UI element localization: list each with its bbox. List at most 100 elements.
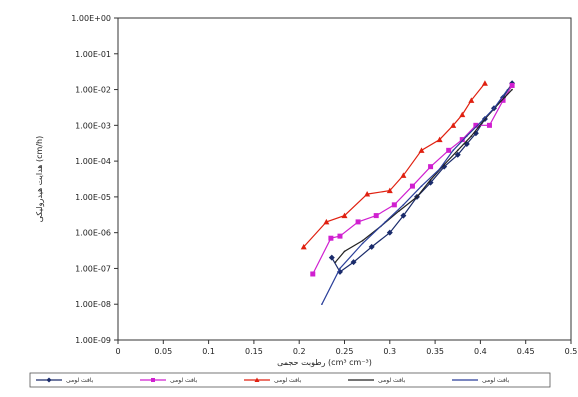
data-point — [456, 149, 459, 152]
data-point — [328, 254, 335, 261]
legend-label: بافت لومی — [170, 377, 198, 384]
x-tick-label: 0.15 — [245, 347, 263, 356]
x-tick-label: 0 — [115, 347, 120, 356]
data-point — [509, 82, 515, 88]
series-5 — [321, 88, 509, 306]
data-point — [384, 221, 387, 223]
y-tick-label: 1.00E-02 — [75, 86, 111, 95]
y-tick-label: 1.00E-05 — [75, 193, 111, 202]
data-point — [341, 212, 348, 219]
data-point — [343, 250, 346, 253]
y-tick-label: 1.00E-07 — [75, 264, 111, 273]
data-point — [409, 183, 415, 189]
data-point — [339, 267, 341, 270]
data-point — [454, 151, 461, 158]
data-point — [466, 135, 468, 137]
y-tick-label: 1.00E-04 — [75, 157, 111, 166]
y-tick-label: 1.00E+00 — [71, 14, 111, 23]
data-point — [500, 97, 506, 103]
series-line — [303, 82, 486, 248]
data-point — [438, 168, 441, 170]
data-point — [506, 88, 509, 91]
data-point — [337, 233, 343, 239]
legend-label: بافت لومی — [66, 377, 94, 384]
legend-label: بافت لومی — [378, 377, 406, 384]
legend-marker — [151, 378, 155, 382]
data-point — [511, 88, 513, 91]
y-tick-label: 1.00E-01 — [75, 50, 111, 59]
x-tick-label: 0.45 — [517, 347, 535, 356]
legend-item: بافت لومی — [348, 377, 406, 384]
series-3 — [300, 80, 488, 250]
data-point — [418, 147, 425, 153]
y-tick-label: 1.00E-06 — [75, 229, 111, 238]
data-point — [398, 210, 400, 212]
data-point — [450, 122, 457, 128]
data-point — [486, 122, 492, 128]
x-tick-label: 0.35 — [426, 347, 444, 356]
x-axis: 0 0.05 0.1 0.15 0.2 0.25 0.3 0.35 0.4 0.45 0.5 — [115, 340, 577, 356]
data-point — [428, 164, 434, 170]
x-axis-title: رطوبت حجمی (cm³ cm⁻³) — [277, 358, 372, 367]
data-point — [481, 80, 488, 86]
data-point — [452, 149, 455, 152]
series-line — [321, 89, 509, 305]
x-tick-label: 0.5 — [565, 347, 578, 356]
data-point — [473, 122, 479, 128]
y-tick-label: 1.00E-08 — [75, 300, 111, 309]
legend-marker — [46, 377, 52, 383]
data-point — [429, 179, 432, 181]
data-point — [361, 239, 364, 242]
data-point — [355, 219, 361, 225]
y-axis: 1.00E-09 1.00E-08 1.00E-07 1.00E-06 1.00E-05… — [71, 14, 118, 345]
x-tick-label: 0.25 — [336, 347, 354, 356]
data-point — [310, 271, 316, 277]
data-point — [373, 213, 379, 219]
data-point — [386, 187, 393, 194]
data-point — [479, 121, 482, 124]
data-point — [459, 111, 466, 118]
x-tick-label: 0.2 — [293, 347, 306, 356]
x-tick-label: 0.4 — [474, 347, 487, 356]
data-point — [470, 135, 473, 137]
data-point — [400, 172, 407, 178]
data-point — [368, 243, 375, 250]
data-point — [300, 243, 307, 250]
legend-label: بافت لومی — [274, 377, 302, 384]
data-point — [400, 212, 407, 219]
data-point — [361, 242, 364, 245]
data-point — [391, 202, 397, 208]
x-tick-label: 0.1 — [202, 347, 215, 356]
data-point — [416, 196, 418, 198]
data-point — [436, 136, 443, 143]
legend-label: بافت لومی — [482, 377, 510, 384]
data-point — [334, 261, 337, 263]
data-point — [446, 147, 452, 153]
y-tick-label: 1.00E-09 — [75, 336, 111, 345]
data-point — [493, 107, 495, 110]
y-axis-title: هدایت هیدرولیکی (cm/h) — [35, 136, 44, 223]
data-point — [402, 204, 405, 206]
series-2 — [310, 82, 515, 277]
legend-item: بافت لومی — [244, 377, 302, 384]
legend: بافت لومی بافت لومی بافت لومی بافت لومی بافت… — [29, 372, 551, 388]
legend-item: بافت لومی — [452, 377, 510, 384]
data-point — [364, 191, 371, 197]
data-point — [468, 97, 475, 103]
x-tick-label: 0.3 — [383, 347, 396, 356]
data-point — [323, 218, 330, 225]
data-point — [328, 235, 334, 241]
data-point — [350, 259, 357, 266]
data-point — [386, 229, 393, 236]
legend-box — [29, 372, 551, 388]
x-tick-label: 0.05 — [154, 347, 172, 356]
legend-item: بافت لومی — [140, 377, 198, 384]
data-point — [321, 303, 323, 306]
data-point — [459, 137, 465, 143]
series-layer — [300, 80, 516, 306]
legend-item: بافت لومی — [36, 377, 94, 384]
data-point — [420, 185, 423, 187]
legend-marker — [254, 377, 260, 382]
